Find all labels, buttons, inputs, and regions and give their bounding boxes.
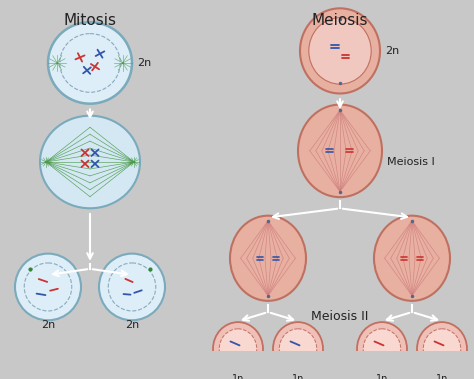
- Ellipse shape: [219, 329, 257, 369]
- Text: Mitosis: Mitosis: [64, 13, 117, 28]
- Ellipse shape: [99, 254, 165, 320]
- Ellipse shape: [15, 254, 81, 320]
- Ellipse shape: [423, 329, 461, 369]
- Ellipse shape: [309, 18, 371, 84]
- Text: 2n: 2n: [385, 46, 399, 56]
- Text: 2n: 2n: [125, 319, 139, 330]
- Ellipse shape: [273, 322, 323, 376]
- Ellipse shape: [40, 116, 140, 208]
- Text: 1n: 1n: [292, 374, 304, 379]
- Ellipse shape: [363, 329, 401, 369]
- Ellipse shape: [48, 22, 132, 104]
- Ellipse shape: [230, 216, 306, 301]
- Text: Meiosis II: Meiosis II: [311, 310, 369, 323]
- Ellipse shape: [374, 216, 450, 301]
- Ellipse shape: [298, 105, 382, 197]
- Text: 2n: 2n: [137, 58, 151, 68]
- Ellipse shape: [300, 8, 380, 94]
- Text: 1n: 1n: [232, 374, 244, 379]
- Text: 2n: 2n: [41, 319, 55, 330]
- Text: 1n: 1n: [376, 374, 388, 379]
- Text: Meiosis I: Meiosis I: [387, 157, 435, 167]
- Text: Meiosis: Meiosis: [312, 13, 368, 28]
- Text: 1n: 1n: [436, 374, 448, 379]
- Ellipse shape: [279, 329, 317, 369]
- Ellipse shape: [357, 322, 407, 376]
- Ellipse shape: [213, 322, 263, 376]
- Ellipse shape: [417, 322, 467, 376]
